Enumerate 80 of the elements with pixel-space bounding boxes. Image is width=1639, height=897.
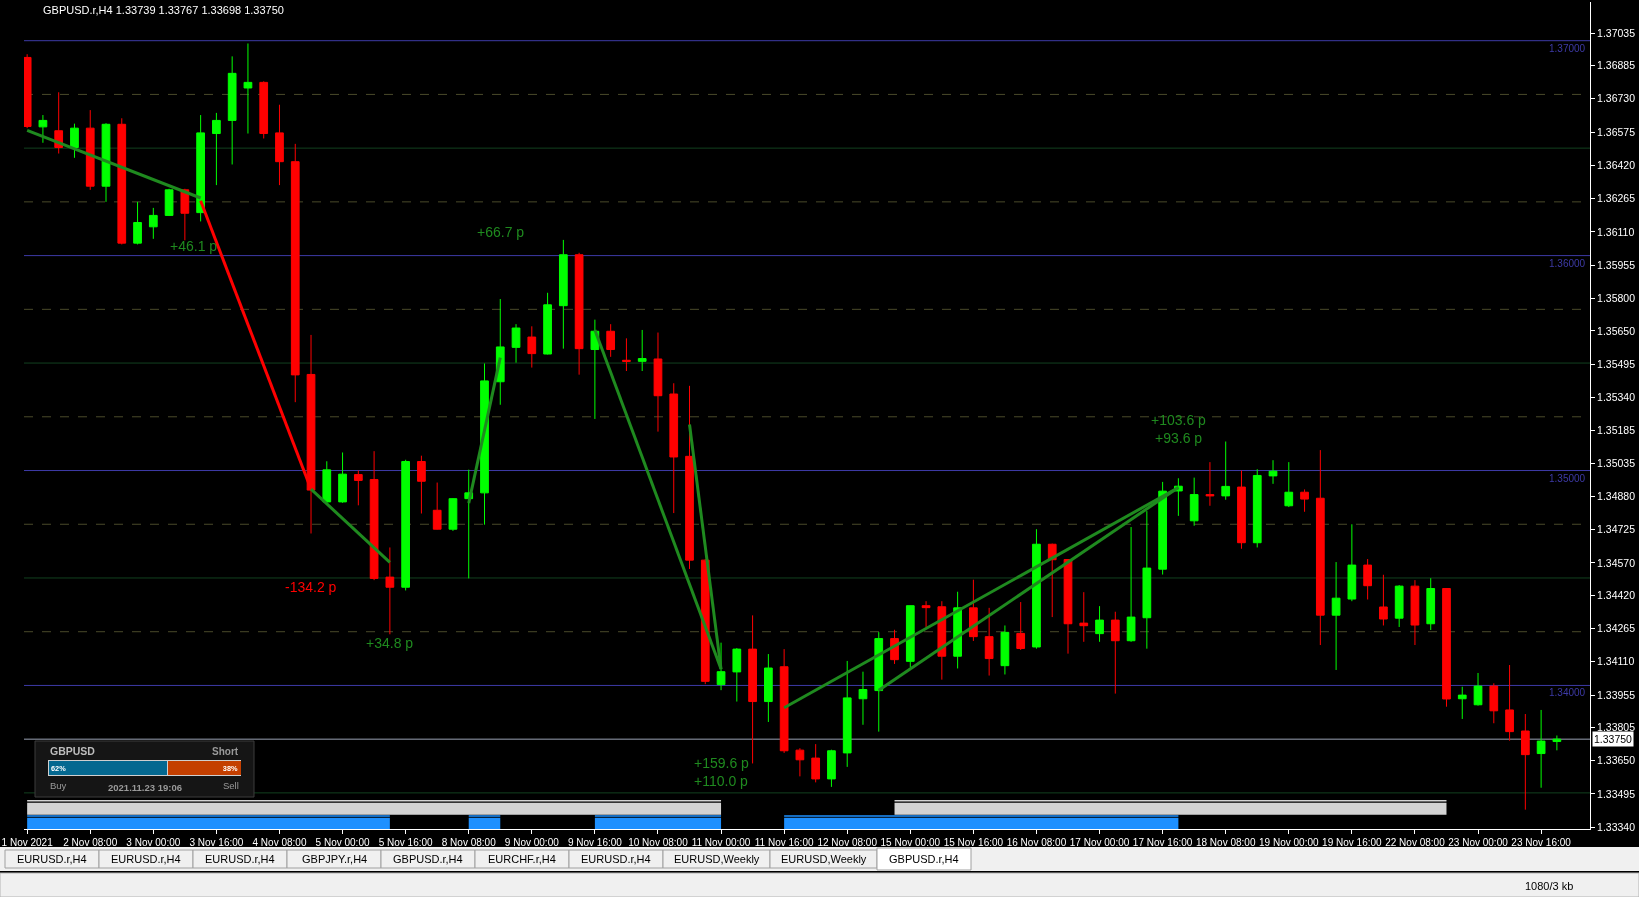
annotation: +110.0 p: [694, 773, 749, 789]
x-tick-label: 5 Nov 00:00: [315, 837, 370, 848]
x-tick-label: 17 Nov 16:00: [1132, 837, 1193, 848]
y-tick-label: 1.33650: [1597, 754, 1636, 767]
y-tick-label: 1.35800: [1597, 292, 1636, 305]
chart-title: GBPUSD.r,H4 1.33739 1.33767 1.33698 1.33750: [43, 3, 284, 16]
y-tick-label: 1.34265: [1597, 622, 1636, 635]
y-tick-label: 1.33805: [1597, 721, 1636, 734]
ref-line-label: 1.36000: [1549, 258, 1586, 269]
y-tick-label: 1.36730: [1597, 92, 1636, 105]
text: GBPUSD.r,H4: [889, 853, 959, 865]
x-tick-label: 11 Nov 16:00: [754, 837, 814, 848]
x-tick-label: 16 Nov 08:00: [1006, 837, 1067, 848]
annotation: +66.7 p: [477, 224, 525, 240]
x-tick-label: 18 Nov 08:00: [1195, 837, 1256, 848]
y-tick-label: 1.37035: [1597, 26, 1636, 39]
y-tick-label: 1.36885: [1597, 59, 1636, 72]
x-tick-label: 17 Nov 00:00: [1069, 837, 1130, 848]
x-tick-label: 11 Nov 00:00: [691, 837, 751, 848]
ref-line-label: 1.34000: [1549, 687, 1586, 698]
annotation: +46.1 p: [170, 238, 218, 254]
text: EURUSD.r,H4: [581, 853, 651, 865]
y-tick-label: 1.34420: [1597, 588, 1636, 601]
x-tick-label: 19 Nov 00:00: [1259, 837, 1319, 848]
y-tick-label: 1.35035: [1597, 456, 1636, 469]
series-label: Sell: [223, 780, 239, 791]
annotation: +159.6 p: [694, 755, 750, 771]
x-tick-label: 22 Nov 08:00: [1385, 837, 1446, 848]
x-tick-label: 5 Nov 16:00: [378, 837, 434, 848]
annotation: +103.6 p: [1151, 412, 1207, 428]
y-tick-label: 1.36110: [1597, 225, 1635, 238]
x-tick-label: 23 Nov 16:00: [1511, 837, 1572, 848]
y-tick-label: 1.36575: [1597, 125, 1636, 138]
y-tick-label: 1.35955: [1597, 258, 1636, 271]
chart-title: GBPUSD: [50, 745, 96, 757]
x-tick-label: 9 Nov 16:00: [567, 837, 623, 848]
x-tick-label: 2 Nov 08:00: [63, 837, 118, 848]
x-tick-label: 15 Nov 16:00: [943, 837, 1004, 848]
annotation: Short: [212, 746, 239, 757]
x-tick-label: 4 Nov 08:00: [252, 837, 307, 848]
y-tick-label: 1.35340: [1597, 391, 1636, 404]
x-tick-label: 19 Nov 16:00: [1322, 837, 1383, 848]
x-tick-label: 3 Nov 00:00: [126, 837, 181, 848]
annotation: 2021.11.23 19:06: [108, 782, 182, 793]
x-tick-label: 23 Nov 00:00: [1448, 837, 1509, 848]
text: EURUSD.r,H4: [205, 853, 275, 865]
ref-line-label: 1.37000: [1549, 43, 1586, 54]
annotation: +93.6 p: [1155, 430, 1203, 446]
text: 1.33750: [1594, 733, 1633, 745]
y-tick-label: 1.34570: [1597, 556, 1636, 569]
text: GBPUSD.r,H4: [393, 853, 463, 865]
text: EURUSD.r,H4: [17, 853, 87, 865]
y-tick-label: 1.36420: [1597, 159, 1636, 172]
x-tick-label: 15 Nov 00:00: [880, 837, 941, 848]
y-tick-label: 1.34725: [1597, 523, 1636, 536]
y-tick-label: 1.35185: [1597, 424, 1636, 437]
x-tick-label: 10 Nov 08:00: [628, 837, 689, 848]
y-tick-label: 1.34880: [1597, 489, 1636, 502]
text: EURUSD,Weekly: [781, 853, 867, 865]
x-tick-label: 12 Nov 08:00: [817, 837, 878, 848]
series-label: Buy: [50, 780, 67, 791]
text: EURUSD,Weekly: [674, 853, 760, 865]
x-tick-label: 1 Nov 2021: [1, 837, 54, 848]
y-tick-label: 1.34110: [1597, 655, 1635, 668]
text: EURCHF.r,H4: [488, 853, 556, 865]
ref-line-label: 1.35000: [1549, 473, 1586, 484]
y-tick-label: 1.33495: [1597, 787, 1636, 800]
x-tick-label: 9 Nov 00:00: [504, 837, 560, 848]
annotation: -134.2 p: [285, 579, 337, 595]
text: EURUSD.r,H4: [111, 853, 181, 865]
text: GBPJPY.r,H4: [302, 853, 368, 865]
text: 1080/3 kb: [1525, 880, 1574, 892]
y-tick-label: 1.36265: [1597, 192, 1636, 205]
y-tick-label: 1.35495: [1597, 357, 1636, 370]
y-tick-label: 1.35650: [1597, 324, 1636, 337]
x-tick-label: 8 Nov 08:00: [441, 837, 497, 848]
x-tick-label: 3 Nov 16:00: [189, 837, 244, 848]
annotation: +34.8 p: [366, 635, 414, 651]
y-tick-label: 1.33955: [1597, 688, 1636, 701]
y-tick-label: 1.33340: [1597, 820, 1636, 833]
